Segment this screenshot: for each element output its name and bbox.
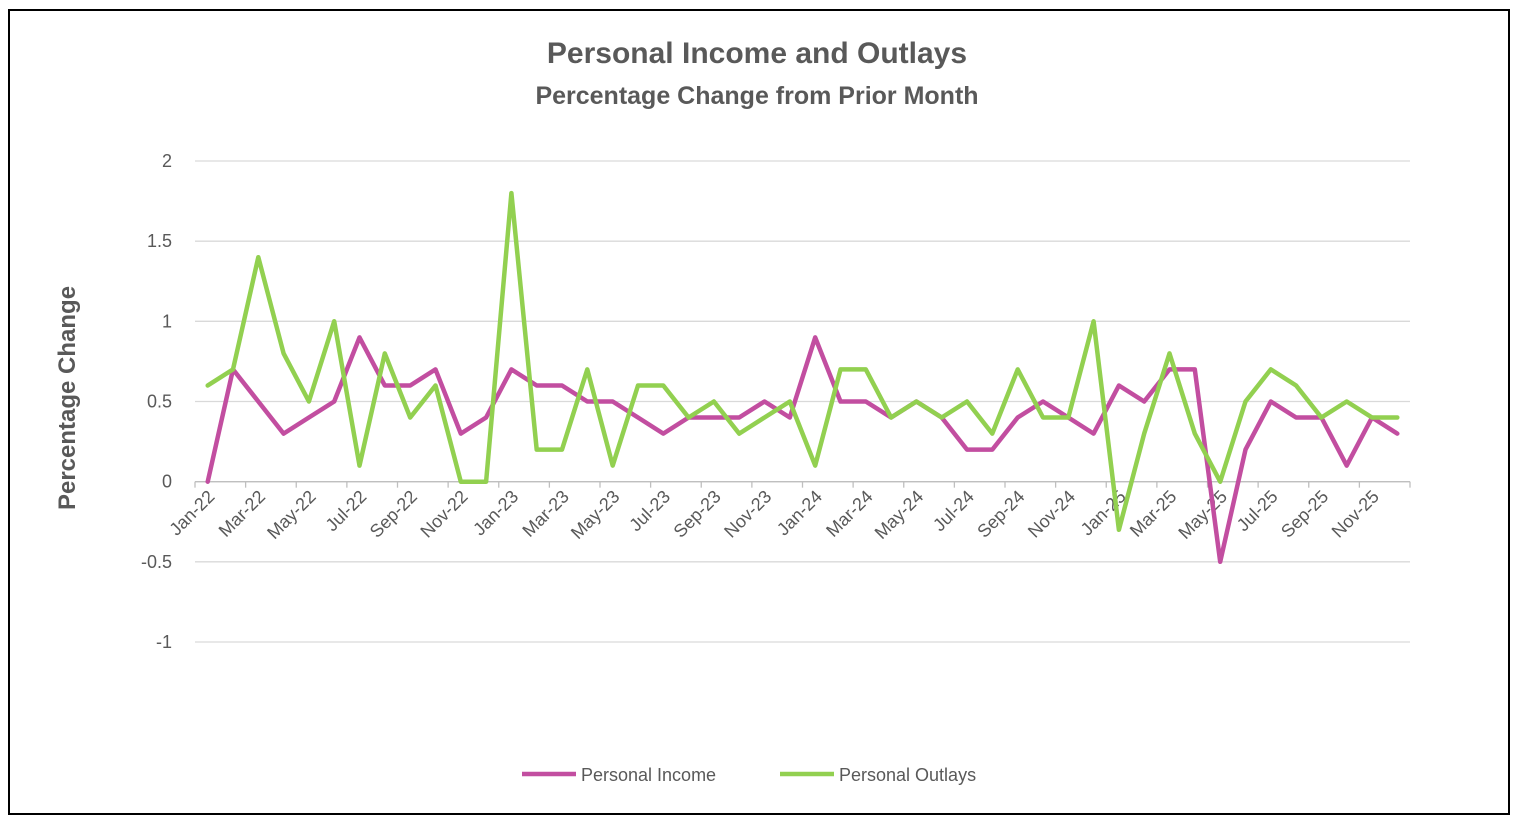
y-tick-label: 0.5 <box>147 392 172 412</box>
x-tick-label: Jul-24 <box>929 486 978 535</box>
series-line-personal-outlays <box>205 190 1400 533</box>
y-axis-ticks: 2 1.5 1 0.5 0 -0.5 -1 <box>141 151 172 652</box>
y-tick-label: 1.5 <box>147 231 172 251</box>
legend-label: Personal Income <box>581 765 716 785</box>
x-tick-label: Nov-23 <box>720 486 775 541</box>
y-tick-label: 1 <box>162 311 172 331</box>
y-tick-label: -1 <box>156 632 172 652</box>
x-tick-label: Mar-25 <box>1126 486 1180 540</box>
x-tick-label: Jul-22 <box>322 486 371 535</box>
x-tick-label: May-25 <box>1174 486 1231 543</box>
legend-label: Personal Outlays <box>839 765 976 785</box>
x-tick-label: Sep-23 <box>670 486 725 541</box>
legend: Personal Income Personal Outlays <box>522 765 976 785</box>
x-tick-label: May-22 <box>263 486 320 543</box>
series-lines <box>205 190 1400 565</box>
x-tick-label: Jul-25 <box>1233 486 1282 535</box>
x-tick-label: Jan-23 <box>469 486 522 539</box>
x-tick-label: Nov-25 <box>1328 486 1383 541</box>
y-tick-label: 0 <box>162 472 172 492</box>
x-tick-label: Mar-22 <box>215 486 269 540</box>
chart-title: Personal Income and Outlays <box>547 37 967 70</box>
x-tick-label: Sep-22 <box>366 486 421 541</box>
x-tick-label: May-24 <box>871 486 928 543</box>
y-axis-label: Percentage Change <box>54 286 81 510</box>
x-tick-label: May-23 <box>567 486 624 543</box>
x-tick-label: Jan-22 <box>165 486 218 539</box>
gridlines <box>195 160 1410 643</box>
x-tick-label: Nov-24 <box>1024 486 1079 541</box>
x-tick-label: Jan-24 <box>773 486 826 539</box>
x-tick-label: Sep-25 <box>1277 486 1332 541</box>
x-tick-label: Nov-22 <box>416 486 471 541</box>
y-tick-label: -0.5 <box>141 552 172 572</box>
x-tick-label: Mar-24 <box>822 486 876 540</box>
series-line-personal-income <box>205 335 1400 565</box>
x-tick-label: Sep-24 <box>973 486 1028 541</box>
chart-frame <box>8 9 1510 815</box>
y-tick-label: 2 <box>162 151 172 171</box>
x-tick-label: Jul-23 <box>625 486 674 535</box>
chart-subtitle: Percentage Change from Prior Month <box>535 82 978 110</box>
x-tick-label: Mar-23 <box>518 486 572 540</box>
